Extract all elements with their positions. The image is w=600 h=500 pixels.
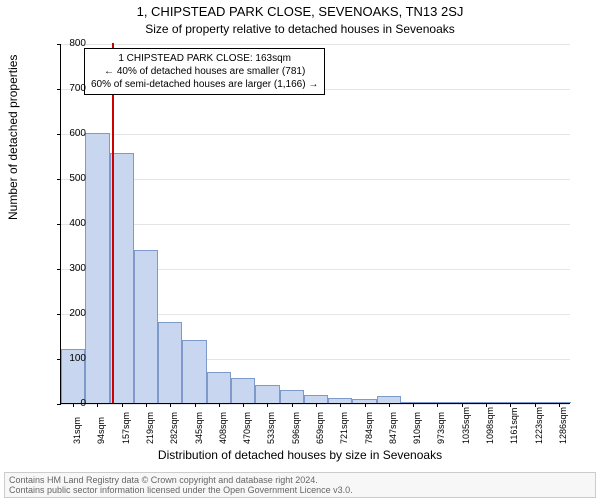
- annotation-box: 1 CHIPSTEAD PARK CLOSE: 163sqm ← 40% of …: [84, 48, 325, 95]
- x-axis-label: Distribution of detached houses by size …: [0, 448, 600, 462]
- xtick-mark: [413, 403, 414, 407]
- xtick-mark: [267, 403, 268, 407]
- xtick-mark: [195, 403, 196, 407]
- y-axis-label: Number of detached properties: [6, 55, 20, 220]
- xtick-label: 282sqm: [169, 412, 179, 444]
- xtick-mark: [243, 403, 244, 407]
- xtick-label: 31sqm: [72, 417, 82, 444]
- gridline: [61, 179, 570, 180]
- histogram-bar: [280, 390, 304, 404]
- ytick-label: 300: [56, 263, 86, 274]
- annotation-line-1: 1 CHIPSTEAD PARK CLOSE: 163sqm: [91, 52, 318, 65]
- xtick-label: 1223sqm: [534, 407, 544, 444]
- histogram-bar: [304, 395, 328, 403]
- xtick-mark: [510, 403, 511, 407]
- footer-line-2: Contains public sector information licen…: [9, 485, 591, 495]
- xtick-label: 157sqm: [121, 412, 131, 444]
- histogram-bar: [207, 372, 231, 404]
- histogram-bar: [255, 385, 279, 403]
- plot-area: [60, 44, 570, 404]
- xtick-label: 1161sqm: [509, 408, 519, 444]
- footer-box: Contains HM Land Registry data © Crown c…: [4, 472, 596, 498]
- xtick-mark: [437, 403, 438, 407]
- xtick-mark: [389, 403, 390, 407]
- ytick-label: 0: [56, 398, 86, 409]
- histogram-bar: [182, 340, 206, 403]
- xtick-label: 847sqm: [388, 412, 398, 444]
- chart-container: 1, CHIPSTEAD PARK CLOSE, SEVENOAKS, TN13…: [0, 0, 600, 500]
- xtick-label: 408sqm: [218, 412, 228, 444]
- xtick-label: 1286sqm: [558, 407, 568, 444]
- xtick-mark: [316, 403, 317, 407]
- xtick-mark: [170, 403, 171, 407]
- xtick-label: 721sqm: [339, 412, 349, 444]
- chart-subtitle: Size of property relative to detached ho…: [0, 22, 600, 36]
- histogram-bar: [231, 378, 255, 403]
- ytick-label: 100: [56, 353, 86, 364]
- xtick-label: 659sqm: [315, 412, 325, 444]
- marker-line: [112, 43, 114, 403]
- xtick-label: 1098sqm: [485, 407, 495, 444]
- xtick-mark: [219, 403, 220, 407]
- annotation-line-3: 60% of semi-detached houses are larger (…: [91, 78, 318, 91]
- histogram-bar: [85, 133, 109, 403]
- ytick-label: 500: [56, 173, 86, 184]
- chart-title: 1, CHIPSTEAD PARK CLOSE, SEVENOAKS, TN13…: [0, 4, 600, 19]
- ytick-label: 800: [56, 38, 86, 49]
- xtick-label: 1035sqm: [461, 407, 471, 444]
- gridline: [61, 44, 570, 45]
- xtick-label: 219sqm: [145, 412, 155, 444]
- histogram-bar: [134, 250, 158, 403]
- xtick-label: 973sqm: [436, 412, 446, 444]
- xtick-label: 910sqm: [412, 412, 422, 444]
- ytick-label: 400: [56, 218, 86, 229]
- annotation-line-2: ← 40% of detached houses are smaller (78…: [91, 65, 318, 78]
- ytick-label: 200: [56, 308, 86, 319]
- xtick-label: 94sqm: [96, 417, 106, 444]
- xtick-label: 470sqm: [242, 412, 252, 444]
- xtick-mark: [365, 403, 366, 407]
- footer-line-1: Contains HM Land Registry data © Crown c…: [9, 475, 591, 485]
- xtick-label: 533sqm: [266, 412, 276, 444]
- ytick-label: 600: [56, 128, 86, 139]
- gridline: [61, 134, 570, 135]
- ytick-label: 700: [56, 83, 86, 94]
- xtick-mark: [292, 403, 293, 407]
- xtick-mark: [122, 403, 123, 407]
- xtick-label: 596sqm: [291, 412, 301, 444]
- histogram-bar: [377, 396, 401, 403]
- xtick-label: 784sqm: [364, 412, 374, 444]
- xtick-mark: [97, 403, 98, 407]
- xtick-label: 345sqm: [194, 412, 204, 444]
- footer: Contains HM Land Registry data © Crown c…: [4, 472, 596, 498]
- xtick-mark: [146, 403, 147, 407]
- xtick-mark: [340, 403, 341, 407]
- gridline: [61, 224, 570, 225]
- histogram-bar: [158, 322, 182, 403]
